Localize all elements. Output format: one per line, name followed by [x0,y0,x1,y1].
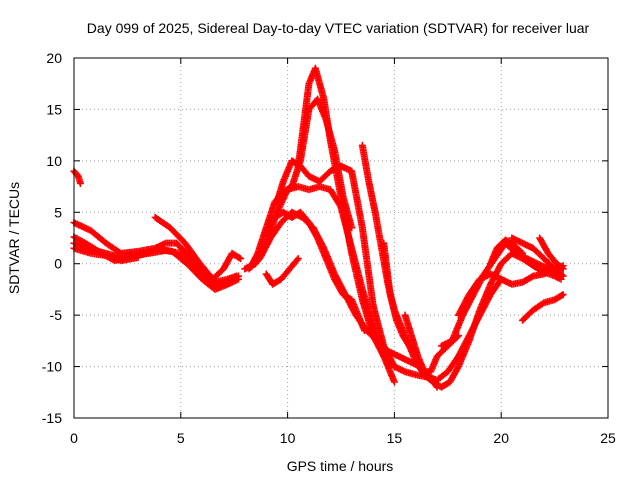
data-point [558,291,566,299]
axes: 0 5 10 15 20 25 -15 -10 -5 0 5 10 15 20 [42,50,616,446]
data-point [528,273,536,281]
series-track-22 [519,291,567,324]
series-track-5 [70,244,142,265]
series-track-21 [536,234,567,273]
y-tick-label: 10 [46,153,62,169]
y-tick-label: 20 [46,50,62,66]
data-point [234,275,242,283]
data-point [294,255,302,263]
x-tick-label: 15 [387,430,403,446]
data-point [235,254,243,262]
data-point [293,256,301,264]
y-tick-label: -15 [42,410,62,426]
data-point [559,291,567,299]
y-tick-label: 0 [54,256,62,272]
series-track-19 [487,236,527,268]
y-tick-label: -5 [50,307,63,323]
data-point [559,272,567,280]
data-point [76,179,84,187]
x-tick-label: 20 [493,430,509,446]
y-tick-label: 5 [54,204,62,220]
data-point [517,248,525,256]
x-tick-label: 0 [70,430,78,446]
data-point [558,271,566,279]
x-axis-label: GPS time / hours [287,458,394,474]
series-track-18 [454,262,567,319]
data-point [237,255,245,263]
series-track-11 [273,157,398,371]
grid [74,58,608,418]
data-point [348,224,356,232]
y-axis-label: SDTVAR / TECUs [6,182,22,294]
x-tick-label: 5 [177,430,185,446]
y-tick-label: 15 [46,101,62,117]
data-point [134,254,142,262]
series-track-10 [262,208,368,335]
data-point [558,264,566,272]
plot-frame [73,57,609,419]
x-tick-label: 25 [600,430,616,446]
series-track-20 [508,234,567,280]
data-series [70,64,567,391]
data-point [519,249,527,257]
data-point [390,378,398,386]
chart-title: Day 099 of 2025, Sidereal Day-to-day VTE… [87,20,590,36]
y-tick-label: -10 [42,359,62,375]
data-point [360,327,368,335]
data-point [559,265,567,273]
series-track-13 [294,64,505,384]
x-tick-label: 10 [280,430,296,446]
series-track-12 [262,255,302,288]
series-track-6 [151,213,245,283]
